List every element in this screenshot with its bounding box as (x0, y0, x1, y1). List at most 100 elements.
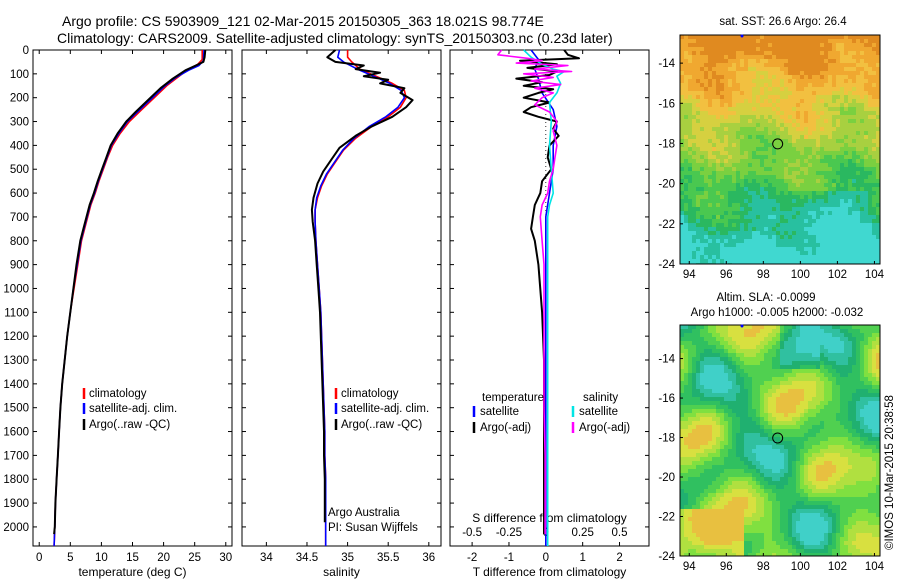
heatmap-cell (792, 127, 796, 131)
heatmap-cell (800, 47, 804, 51)
heatmap-cell (828, 111, 832, 115)
heatmap-cell (824, 51, 828, 55)
heatmap-cell (788, 365, 792, 369)
heatmap-cell (712, 239, 716, 243)
heatmap-cell (740, 43, 744, 47)
heatmap-cell (744, 397, 748, 401)
heatmap-cell (824, 91, 828, 95)
heatmap-cell (740, 361, 744, 365)
heatmap-cell (772, 227, 776, 231)
heatmap-cell (792, 469, 796, 473)
heatmap-cell (864, 131, 868, 135)
heatmap-cell (700, 433, 704, 437)
heatmap-cell (736, 521, 740, 525)
heatmap-cell (732, 131, 736, 135)
heatmap-cell (776, 67, 780, 71)
heatmap-cell (872, 235, 876, 239)
heatmap-cell (768, 369, 772, 373)
heatmap-cell (856, 211, 860, 215)
heatmap-cell (744, 465, 748, 469)
heatmap-cell (840, 179, 844, 183)
heatmap-cell (840, 51, 844, 55)
heatmap-cell (784, 215, 788, 219)
heatmap-cell (704, 505, 708, 509)
heatmap-cell (820, 255, 824, 259)
heatmap-cell (684, 67, 688, 71)
heatmap-cell (680, 191, 684, 195)
heatmap-cell (720, 409, 724, 413)
heatmap-cell (740, 389, 744, 393)
heatmap-cell (688, 255, 692, 259)
heatmap-cell (776, 171, 780, 175)
heatmap-cell (776, 139, 780, 143)
heatmap-cell (864, 227, 868, 231)
heatmap-cell (704, 227, 708, 231)
heatmap-cell (796, 397, 800, 401)
heatmap-cell (724, 477, 728, 481)
heatmap-cell (720, 175, 724, 179)
heatmap-cell (712, 509, 716, 513)
heatmap-cell (692, 55, 696, 59)
heatmap-cell (788, 517, 792, 521)
heatmap-cell (740, 107, 744, 111)
heatmap-cell (816, 71, 820, 75)
heatmap-cell (744, 119, 748, 123)
heatmap-cell (732, 191, 736, 195)
heatmap-cell (756, 47, 760, 51)
heatmap-cell (788, 95, 792, 99)
heatmap-cell (784, 195, 788, 199)
heatmap-cell (856, 147, 860, 151)
heatmap-cell (792, 99, 796, 103)
heatmap-cell (748, 155, 752, 159)
heatmap-cell (816, 43, 820, 47)
heatmap-cell (836, 47, 840, 51)
heatmap-cell (844, 47, 848, 51)
heatmap-cell (712, 167, 716, 171)
heatmap-cell (780, 449, 784, 453)
heatmap-cell (760, 187, 764, 191)
heatmap-cell (784, 401, 788, 405)
heatmap-cell (764, 349, 768, 353)
heatmap-cell (720, 437, 724, 441)
heatmap-cell (700, 349, 704, 353)
heatmap-cell (764, 377, 768, 381)
y-tick-label: 700 (10, 212, 29, 224)
heatmap-cell (728, 163, 732, 167)
heatmap-cell (732, 255, 736, 259)
heatmap-cell (684, 345, 688, 349)
heatmap-cell (872, 191, 876, 195)
heatmap-cell (796, 425, 800, 429)
heatmap-cell (744, 529, 748, 533)
heatmap-cell (712, 505, 716, 509)
heatmap-cell (780, 95, 784, 99)
heatmap-cell (712, 99, 716, 103)
heatmap-cell (852, 155, 856, 159)
heatmap-cell (796, 357, 800, 361)
heatmap-cell (728, 485, 732, 489)
heatmap-cell (764, 167, 768, 171)
heatmap-cell (700, 521, 704, 525)
heatmap-cell (736, 489, 740, 493)
heatmap-cell (756, 87, 760, 91)
heatmap-cell (704, 337, 708, 341)
heatmap-cell (744, 139, 748, 143)
heatmap-cell (836, 259, 840, 263)
heatmap-cell (704, 71, 708, 75)
heatmap-cell (760, 329, 764, 333)
heatmap-cell (796, 521, 800, 525)
heatmap-cell (852, 39, 856, 43)
heatmap-cell (724, 243, 728, 247)
heatmap-cell (748, 401, 752, 405)
heatmap-cell (772, 255, 776, 259)
heatmap-cell (692, 521, 696, 525)
heatmap-cell (776, 369, 780, 373)
heatmap-cell (860, 199, 864, 203)
heatmap-cell (692, 441, 696, 445)
heatmap-cell (800, 91, 804, 95)
heatmap-cell (696, 389, 700, 393)
heatmap-cell (792, 183, 796, 187)
heatmap-cell (736, 381, 740, 385)
heatmap-cell (848, 87, 852, 91)
heatmap-cell (720, 389, 724, 393)
heatmap-cell (832, 163, 836, 167)
